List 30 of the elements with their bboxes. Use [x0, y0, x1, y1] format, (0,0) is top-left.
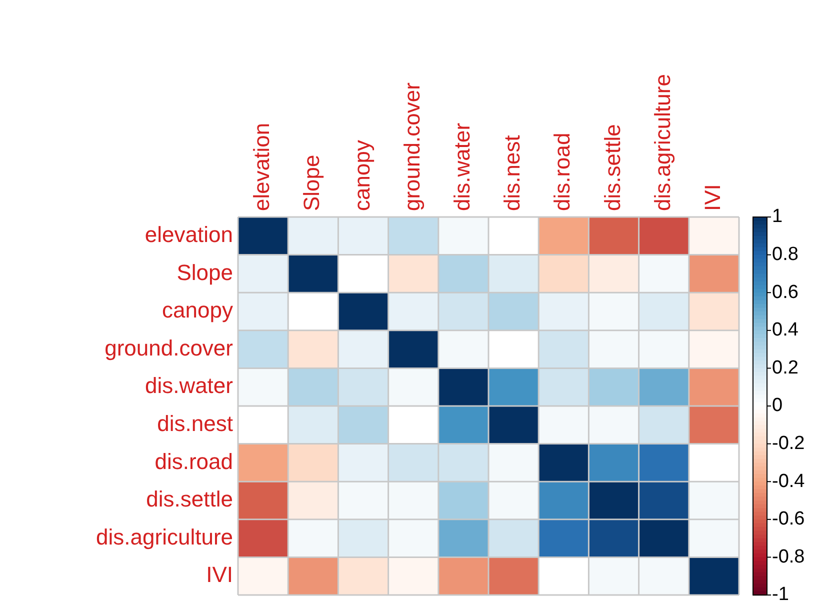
x-tick-label: canopy	[349, 140, 374, 211]
color-bar-label: 0	[772, 395, 783, 416]
y-tick-label: ground.cover	[104, 335, 233, 360]
color-bar-label: 1	[772, 206, 783, 228]
y-tick-label: dis.road	[154, 448, 233, 474]
y-tick-label: canopy	[162, 298, 233, 323]
y-tick-label: dis.water	[144, 373, 233, 398]
color-bar-label: 0.6	[772, 282, 798, 303]
y-tick-label: Slope	[176, 260, 233, 285]
x-tick-label: dis.agriculture	[650, 74, 675, 211]
color-bar-label: 0.4	[772, 320, 799, 341]
color-bar-label: -0.4	[772, 470, 806, 492]
x-tick-label: dis.water	[450, 122, 475, 211]
x-tick-label: ground.cover	[399, 82, 424, 211]
y-tick-label: dis.settle	[146, 486, 233, 512]
y-tick-label: IVI	[206, 562, 233, 588]
color-bar-label: 0.8	[772, 244, 798, 266]
x-tick-label: Slope	[299, 154, 324, 211]
color-bar-label: -0.6	[772, 508, 805, 530]
color-bar-label: -1	[772, 584, 789, 603]
x-tick-label: dis.road	[550, 132, 575, 211]
color-bar-label: -0.8	[772, 546, 805, 568]
y-tick-label: dis.nest	[157, 410, 233, 436]
y-tick-label: dis.agriculture	[96, 524, 233, 550]
y-tick-label: elevation	[144, 222, 233, 247]
color-bar-label: 0.2	[772, 357, 798, 378]
x-tick-label: dis.settle	[600, 124, 625, 211]
x-tick-label: dis.nest	[500, 135, 525, 211]
color-bar-label: -0.2	[772, 433, 805, 454]
x-tick-label: IVI	[700, 184, 726, 211]
